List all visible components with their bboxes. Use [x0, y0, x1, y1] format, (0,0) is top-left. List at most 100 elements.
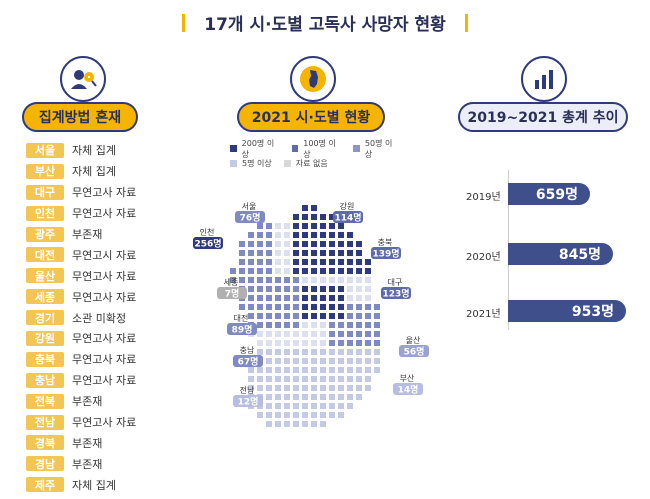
list-item: 전남 무연고사 자료: [26, 412, 176, 433]
map-dot: [365, 295, 371, 301]
list-item: 경기 소관 미확정: [26, 307, 176, 328]
map-dot: [275, 286, 281, 292]
section-middle-pill: 2021 시·도별 현황: [237, 102, 385, 132]
map-dot: [284, 322, 290, 328]
map-dot: [320, 340, 326, 346]
map-dot: [284, 250, 290, 256]
map-dot: [284, 376, 290, 382]
region-tag: 경북: [26, 435, 64, 451]
legend-label: 자료 없음: [295, 159, 328, 168]
map-dot: [257, 322, 263, 328]
map-value-badge: [233, 395, 263, 407]
map-dot: [239, 259, 245, 265]
map-dot: [257, 385, 263, 391]
map-value-label: 76명: [240, 212, 261, 224]
map-region-name: 충남: [240, 346, 255, 355]
map-dot: [266, 376, 272, 382]
list-item: 대구 무연고사 자료: [26, 182, 176, 203]
map-dot: [248, 313, 254, 319]
map-dot: [293, 394, 299, 400]
region-tag: 충남: [26, 372, 64, 388]
map-dot: [284, 241, 290, 247]
map-dot: [266, 385, 272, 391]
map-dot: [275, 385, 281, 391]
map-dot: [284, 421, 290, 427]
map-dot: [302, 241, 308, 247]
map-dot: [266, 304, 272, 310]
region-tag: 전남: [26, 414, 64, 430]
map-dot: [329, 277, 335, 283]
map-dot: [320, 421, 326, 427]
bar: 953명: [508, 300, 626, 322]
map-dot: [257, 241, 263, 247]
map-dot: [365, 277, 371, 283]
map-dot: [248, 259, 254, 265]
map-dot: [293, 250, 299, 256]
map-dot: [275, 340, 281, 346]
map-dot: [320, 376, 326, 382]
map-dot: [284, 268, 290, 274]
map-dot: [329, 313, 335, 319]
map-dot: [302, 268, 308, 274]
map-dot: [347, 241, 353, 247]
method-label: 자체 집계: [72, 165, 116, 179]
map-dot: [320, 214, 326, 220]
legend-swatch: [230, 160, 237, 167]
map-dot: [266, 403, 272, 409]
map-dot: [356, 367, 362, 373]
map-dot: [329, 295, 335, 301]
map-dot: [302, 349, 308, 355]
map-dot: [329, 214, 335, 220]
map-value-badge: [333, 211, 363, 223]
map-dot: [320, 277, 326, 283]
method-label: 소관 미확정: [72, 311, 127, 325]
list-item: 충남 무연고사 자료: [26, 370, 176, 391]
map-dot: [374, 331, 380, 337]
legend-label: 50명 이상: [364, 138, 393, 159]
map-dot: [311, 313, 317, 319]
map-dot: [320, 403, 326, 409]
map-dot: [266, 358, 272, 364]
map-dot: [320, 268, 326, 274]
map-dot: [347, 331, 353, 337]
map-dot: [338, 259, 344, 265]
map-dot: [347, 349, 353, 355]
method-label: 부존재: [72, 457, 103, 471]
map-dot: [302, 376, 308, 382]
map-dot: [365, 367, 371, 373]
map-dot: [293, 304, 299, 310]
map-dot: [356, 313, 362, 319]
map-dot: [284, 340, 290, 346]
map-dot: [239, 277, 245, 283]
map-region-name: 강원: [340, 201, 355, 211]
map-dot: [293, 376, 299, 382]
map-dot: [257, 259, 263, 265]
map-dot: [293, 286, 299, 292]
map-dot: [293, 295, 299, 301]
map-value-label: 7명: [225, 288, 240, 300]
map-dot: [356, 259, 362, 265]
map-dot: [320, 385, 326, 391]
map-value-badge: [227, 323, 257, 335]
map-dot: [302, 394, 308, 400]
map-dot: [329, 376, 335, 382]
map-dot: [365, 376, 371, 382]
map-dot: [284, 277, 290, 283]
map-dot: [374, 340, 380, 346]
map-dot: [338, 232, 344, 238]
map-dot: [302, 322, 308, 328]
map-dot: [302, 367, 308, 373]
list-item: 전북 부존재: [26, 391, 176, 412]
map-region-name: 전남: [240, 385, 255, 395]
map-dot: [293, 385, 299, 391]
map-value-badge: [233, 355, 263, 367]
map-dot: [275, 250, 281, 256]
map-dot: [302, 340, 308, 346]
map-dot: [266, 322, 272, 328]
method-label: 무연고사 자료: [72, 374, 137, 388]
region-tag: 강원: [26, 330, 64, 346]
legend-item: 100명 이상: [291, 138, 342, 160]
map-dot: [275, 259, 281, 265]
map-dot: [284, 403, 290, 409]
map-region-name: 충북: [378, 238, 393, 247]
